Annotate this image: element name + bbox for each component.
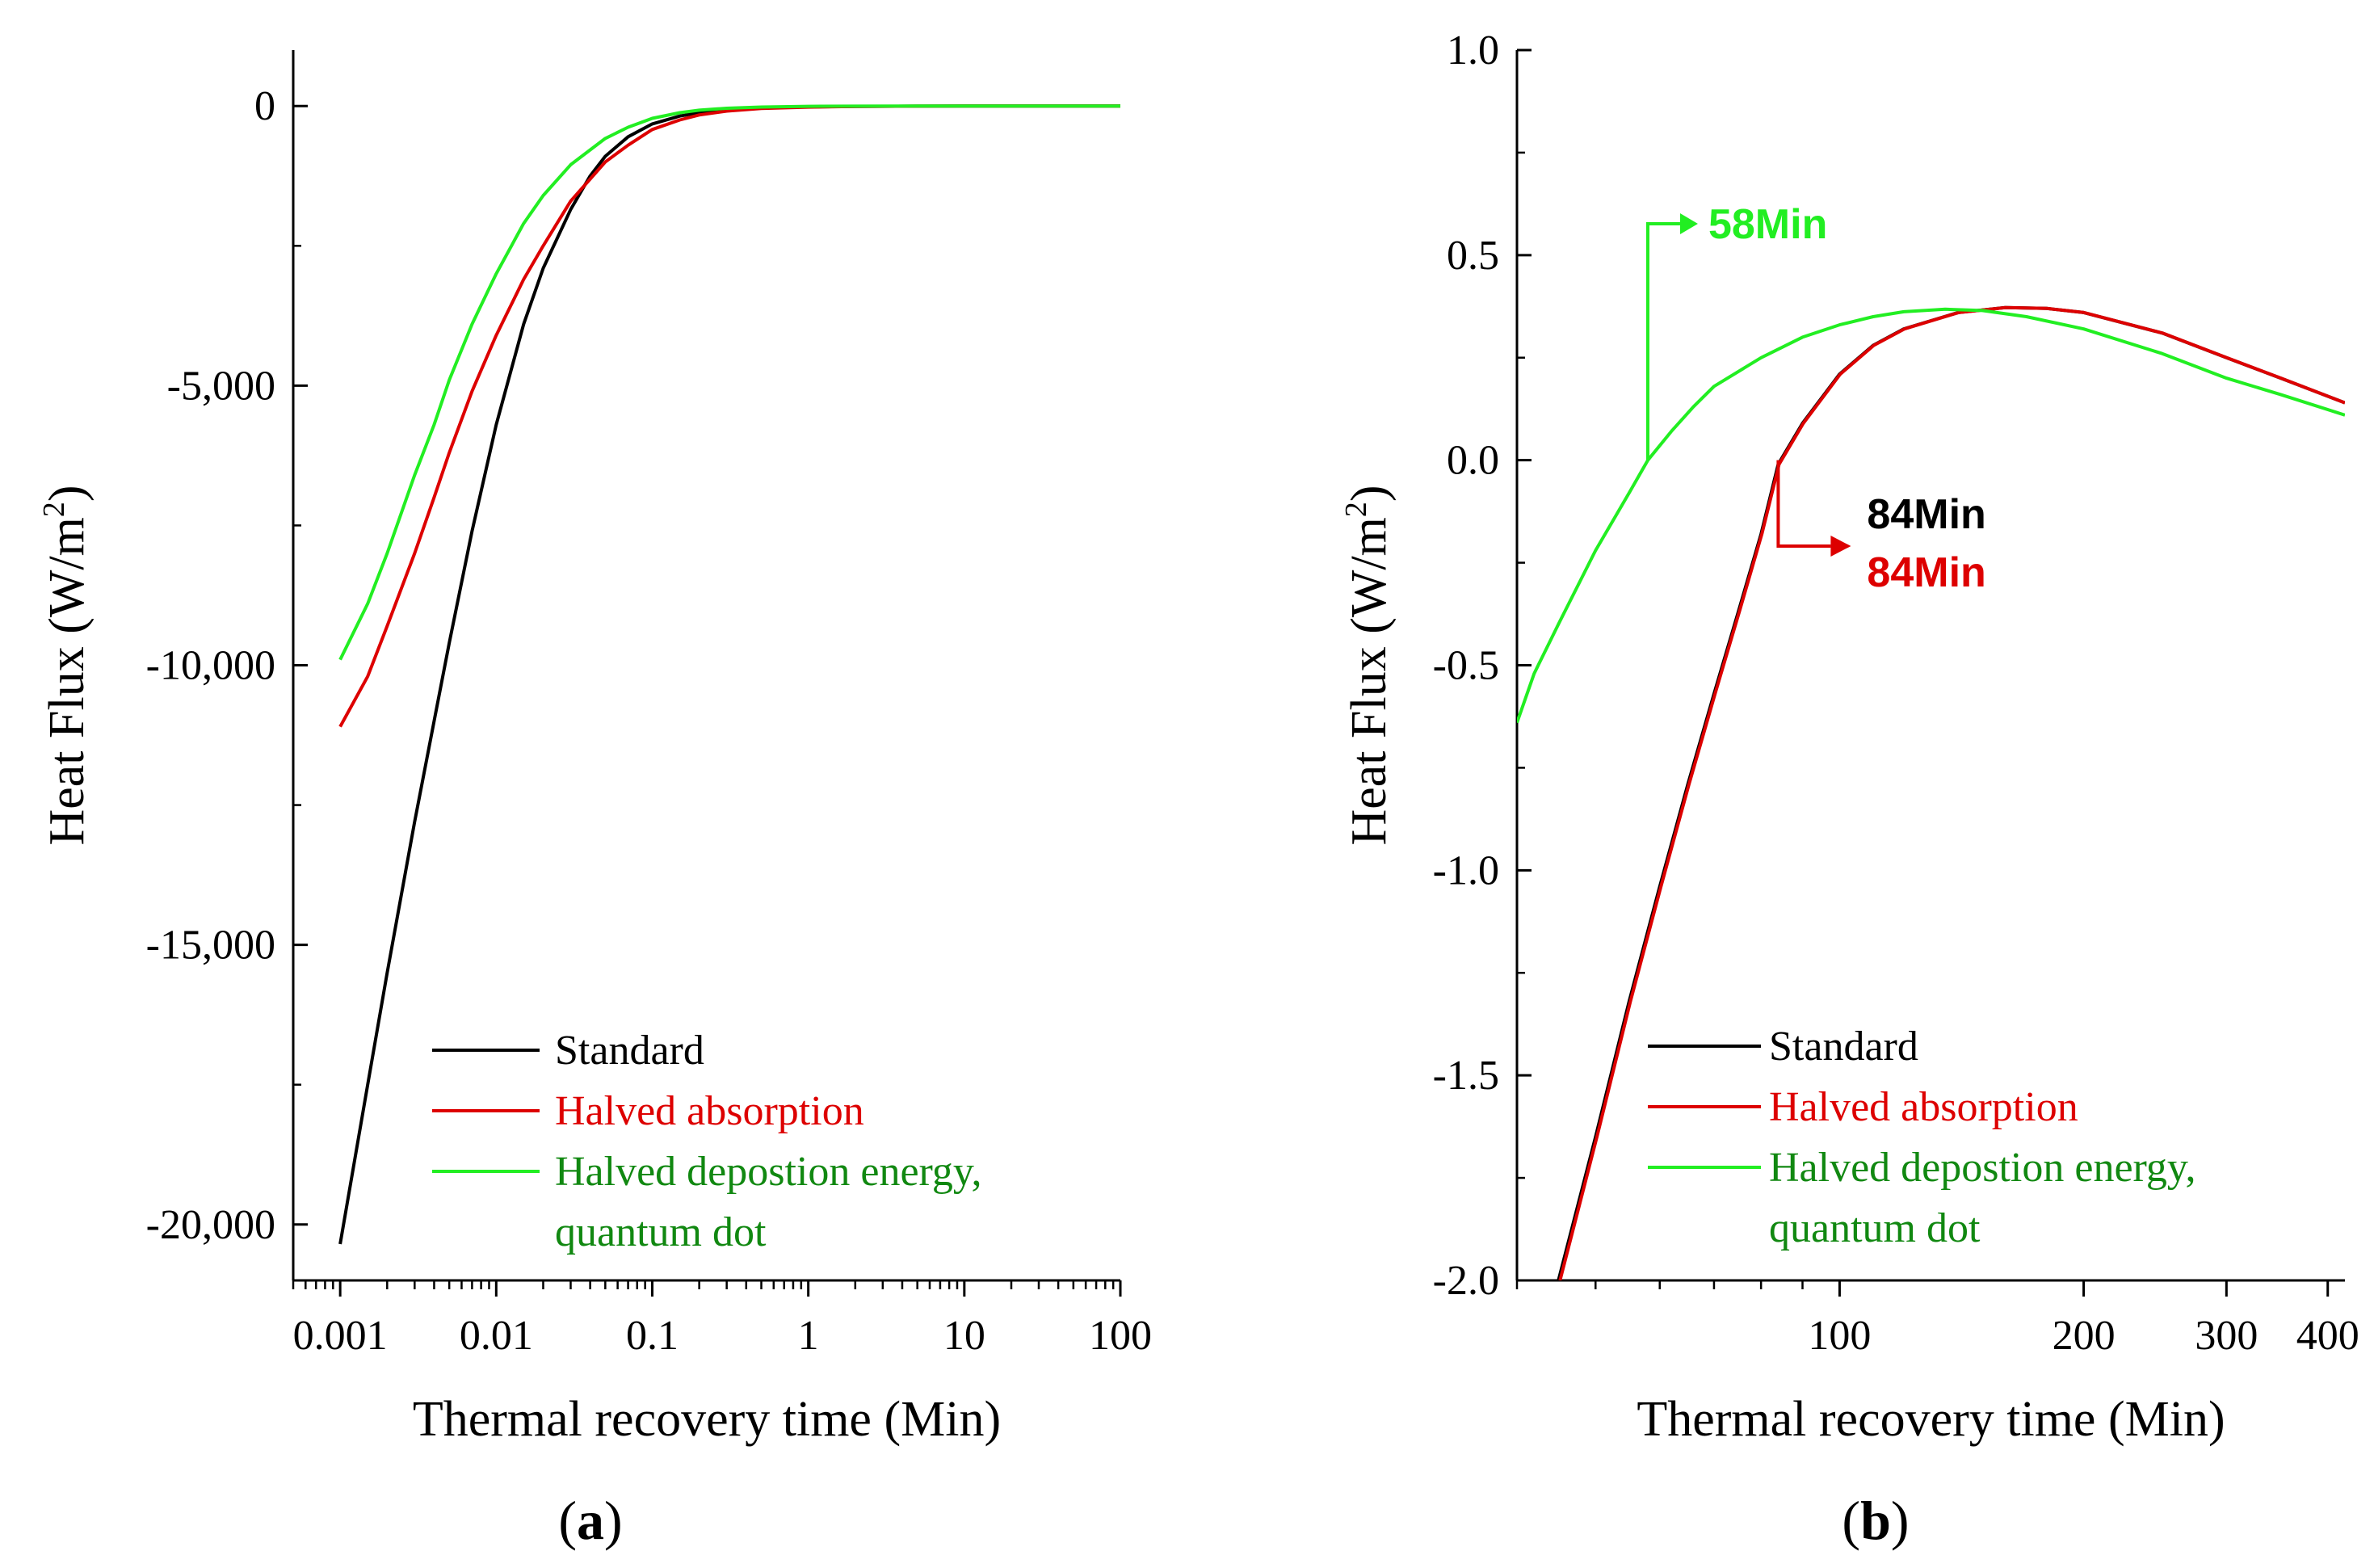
y-tick-label: -1.0 — [1433, 847, 1499, 893]
panel-label-letter: a — [577, 1490, 604, 1551]
legend: Standard Halved absorption Halved depostio… — [1648, 1024, 2196, 1251]
annotation-arrowhead-58min — [1679, 213, 1698, 234]
panel-b-chart: 1.0 0.5 0.0 -0.5 -1.0 -1.5 -2.0 100 200 300 400 Sta… — [1339, 27, 2359, 1551]
x-tick-label: 400 — [2296, 1313, 2359, 1359]
annotations: 58Min 84Min 84Min — [1645, 201, 1986, 596]
annotation-label-84min-black: 84Min — [1867, 491, 1985, 538]
y-axis-title-close: ) — [1342, 485, 1397, 502]
y-tick-label: -1.5 — [1433, 1053, 1499, 1099]
y-tick-label: 0.0 — [1447, 438, 1499, 484]
legend-label-standard: Standard — [1769, 1024, 1918, 1070]
x-tick-label: 100 — [1089, 1313, 1152, 1359]
panel-label-close: ) — [604, 1490, 623, 1551]
panel-label-letter: b — [1860, 1490, 1891, 1551]
y-tick-label: -0.5 — [1433, 643, 1499, 689]
series-group — [338, 104, 1120, 1245]
x-tick-label: 1 — [798, 1313, 819, 1359]
y-axis-title-main: Heat Flux (W/m — [1342, 517, 1397, 845]
y-tick-label: -20,000 — [146, 1202, 275, 1248]
y-tick-label: 1.0 — [1447, 27, 1499, 74]
series-line-halved_absorption — [338, 104, 1120, 728]
panel-label-open: ( — [1842, 1490, 1860, 1551]
y-axis-title-superscript: 2 — [1339, 502, 1373, 517]
annotation-arrow-84min — [1776, 460, 1831, 548]
x-tick-label: 0.001 — [293, 1313, 388, 1359]
y-axis-title: Heat Flux (W/m2) — [37, 485, 95, 845]
annotation-label-58min: 58Min — [1708, 201, 1827, 248]
y-tick-label: -15,000 — [146, 923, 275, 969]
x-tick-label: 0.1 — [626, 1313, 679, 1359]
series-line-halved_absorption — [1558, 305, 2345, 1280]
x-axis-title: Thermal recovery time (Min) — [413, 1392, 1001, 1447]
series-line-standard — [1557, 305, 2345, 1280]
panel-label-close: ) — [1891, 1490, 1910, 1551]
y-tick-label: 0.5 — [1447, 233, 1499, 279]
legend-label-halved_absorption: Halved absorption — [555, 1088, 864, 1134]
y-axis-title-close: ) — [40, 485, 95, 502]
y-axis-title-superscript: 2 — [37, 502, 71, 517]
legend-label-halved_deposition: Halved depostion energy, — [1769, 1145, 2196, 1191]
panel-label: (a) — [558, 1490, 622, 1551]
panel-label-open: ( — [558, 1490, 577, 1551]
annotation-label-84min-red: 84Min — [1867, 549, 1985, 596]
annotation-arrowhead-84min — [1830, 536, 1851, 557]
series-line-halved_deposition — [338, 104, 1120, 661]
x-axis-title: Thermal recovery time (Min) — [1637, 1392, 2225, 1447]
series-group — [1517, 305, 2345, 1280]
legend: Standard Halved absorption Halved depostio… — [432, 1028, 982, 1255]
y-axis-title: Heat Flux (W/m2) — [1339, 485, 1397, 845]
x-tick-label: 100 — [1808, 1313, 1871, 1359]
y-axis-title-main: Heat Flux (W/m — [40, 517, 95, 845]
y-tick-label: -2.0 — [1433, 1258, 1499, 1304]
legend-label-halved_absorption: Halved absorption — [1769, 1084, 2078, 1130]
legend-label-halved_deposition-line2: quantum dot — [555, 1209, 767, 1255]
series-line-standard — [338, 104, 1120, 1245]
legend-label-halved_deposition: Halved depostion energy, — [555, 1149, 982, 1195]
series-line-halved_deposition — [1517, 307, 2345, 724]
annotation-arrow-58min — [1645, 222, 1680, 460]
legend-label-standard: Standard — [555, 1028, 704, 1074]
x-tick-label: 200 — [2053, 1313, 2116, 1359]
x-tick-label: 300 — [2195, 1313, 2258, 1359]
panel-a-chart: 0 -5,000 -10,000 -15,000 -20,000 0.001 0.01 0.1… — [37, 50, 1152, 1551]
legend-label-halved_deposition-line2: quantum dot — [1769, 1205, 1981, 1251]
y-tick-label: -10,000 — [146, 643, 275, 689]
y-tick-label: -5,000 — [167, 363, 275, 409]
y-tick-label: 0 — [254, 83, 275, 129]
x-tick-label: 10 — [943, 1313, 985, 1359]
panel-label: (b) — [1842, 1490, 1909, 1551]
x-tick-label: 0.01 — [460, 1313, 533, 1359]
